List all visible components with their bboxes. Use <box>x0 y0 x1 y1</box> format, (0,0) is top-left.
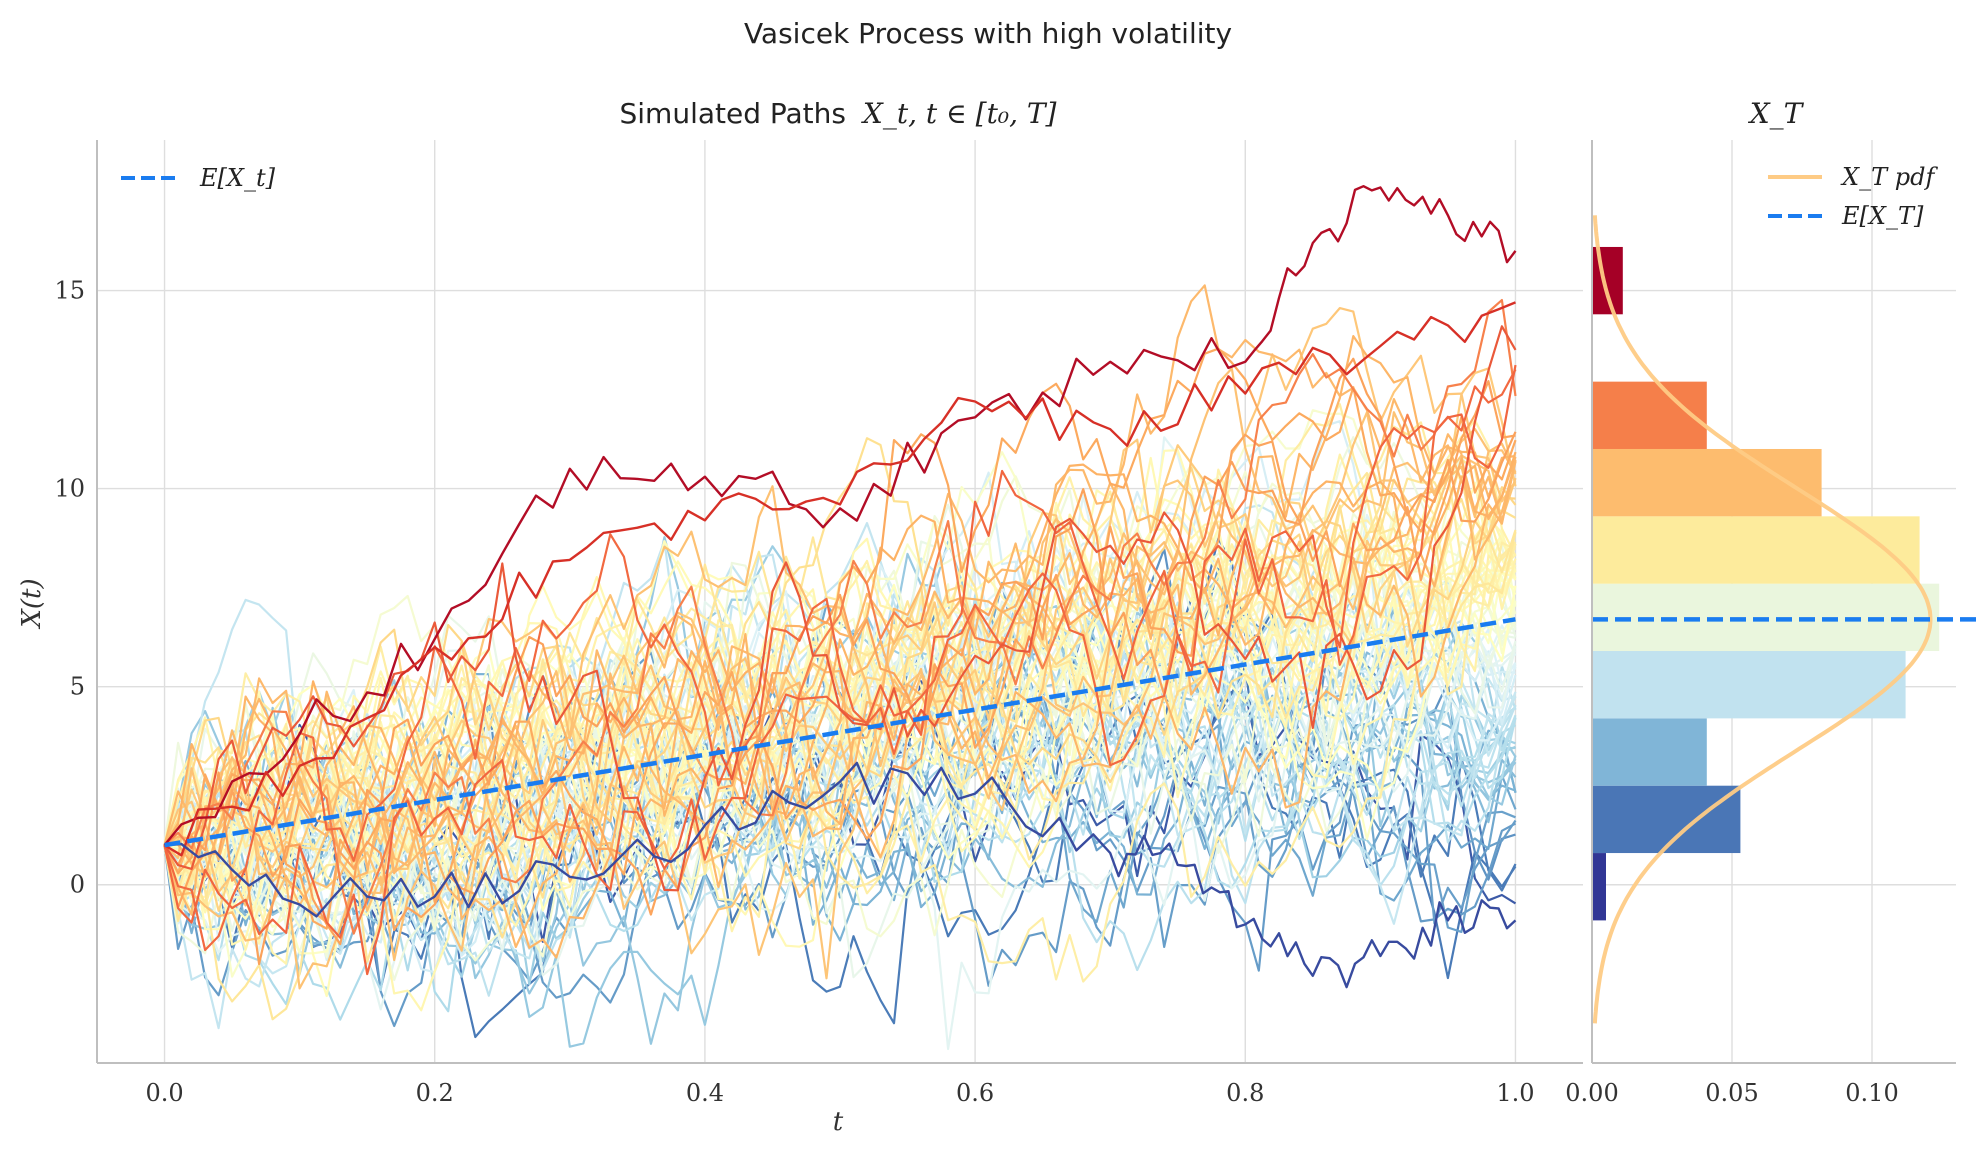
path-line <box>163 325 1517 892</box>
histogram-x-tick-label: 0.05 <box>1705 1079 1758 1107</box>
y-tick-label: 10 <box>54 475 85 503</box>
paths-axes: 0.0 0.2 0.4 0.6 0.8 1.0 0 5 10 15 <box>54 140 1583 1107</box>
histogram-title: X_T <box>1748 97 1805 130</box>
path-line <box>163 456 1517 946</box>
figure-title: Vasicek Process with high volatility <box>744 17 1232 50</box>
path-line <box>163 680 1517 943</box>
path-line <box>164 367 1517 869</box>
path-line <box>163 516 1516 1012</box>
path-line <box>163 347 1517 930</box>
histogram-bar <box>1592 853 1606 921</box>
path-line <box>163 299 1517 935</box>
path-line <box>163 437 1517 939</box>
path-line <box>163 403 1517 908</box>
x-tick-label: 0.0 <box>145 1079 183 1107</box>
histogram-x-tick-label: 0.10 <box>1845 1079 1898 1107</box>
histogram-bar <box>1592 381 1707 449</box>
histogram-bar <box>1592 246 1623 315</box>
x-tick-label: 0.6 <box>956 1079 994 1107</box>
legend-terminal-mean-label: E[X_T] <box>1841 202 1924 230</box>
path-line <box>163 419 1517 875</box>
highlighted-path-line <box>163 301 1516 857</box>
paths-title-text: Simulated Paths <box>620 97 847 130</box>
path-line <box>163 284 1517 888</box>
x-tick-label: 0.2 <box>416 1079 454 1107</box>
histogram-bar <box>1592 718 1707 786</box>
histogram-x-tick-label: 0.00 <box>1565 1079 1618 1107</box>
paths-legend: E[X_t] <box>121 164 276 192</box>
legend-mean-label: E[X_t] <box>199 164 276 192</box>
path-line <box>163 468 1517 933</box>
histogram-axes: 0.00 0.05 0.10 <box>1565 140 1956 1107</box>
path-line <box>163 543 1517 922</box>
path-line <box>163 411 1517 980</box>
highlighted-path-line <box>164 761 1517 989</box>
paths-title-math: X_t, t ∈ [t₀, T] <box>861 97 1057 130</box>
histogram-bar <box>1592 785 1741 854</box>
y-axis-label: X(t) <box>17 578 47 629</box>
histogram-bars <box>1592 246 1940 921</box>
x-tick-label: 0.8 <box>1226 1079 1264 1107</box>
y-tick-label: 5 <box>70 673 85 701</box>
x-tick-label: 0.4 <box>686 1079 724 1107</box>
highlighted-path-line <box>163 185 1517 846</box>
expected-value-line <box>164 617 1516 848</box>
paths-panel: Simulated Paths X_t, t ∈ [t₀, T] 0.0 0.2 0… <box>17 97 1583 1137</box>
paths-mean-group <box>164 617 1516 848</box>
histogram-panel: X_T 0.00 0.05 0.10 X_T pdf E[X_T] <box>1565 97 1976 1107</box>
histogram-bar <box>1592 516 1920 584</box>
histogram-legend: X_T pdf E[X_T] <box>1768 163 1938 230</box>
histogram-bar <box>1592 448 1822 517</box>
histogram-pdf-group <box>1592 215 1933 1024</box>
legend-pdf-label: X_T pdf <box>1840 163 1938 191</box>
x-tick-label: 1.0 <box>1496 1079 1534 1107</box>
path-line <box>163 335 1516 924</box>
path-line <box>163 368 1517 952</box>
path-line <box>163 458 1517 963</box>
path-line <box>163 594 1517 938</box>
pdf-curve <box>1592 215 1933 1024</box>
paths-group <box>163 185 1517 1051</box>
paths-panel-title: Simulated Paths X_t, t ∈ [t₀, T] <box>620 97 1057 130</box>
path-line <box>163 380 1516 932</box>
path-line <box>163 442 1517 962</box>
histogram-bar <box>1592 651 1906 719</box>
path-line <box>163 357 1517 966</box>
y-tick-label: 0 <box>70 871 85 899</box>
y-tick-label: 15 <box>54 277 85 305</box>
x-axis-label: t <box>833 1107 844 1137</box>
